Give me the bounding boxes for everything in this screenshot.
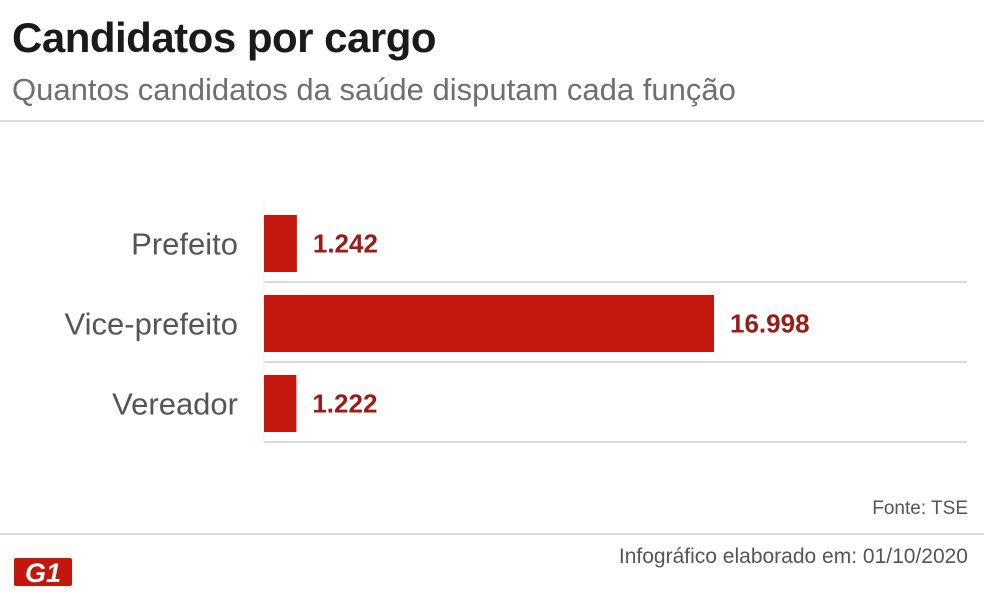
top-divider — [0, 120, 984, 122]
source-note: Fonte: TSE — [872, 498, 968, 519]
g1-logo-icon: G1 — [14, 558, 72, 588]
chart-title: Candidatos por cargo — [12, 14, 437, 61]
category-label: Prefeito — [131, 227, 238, 262]
bar — [264, 215, 297, 272]
value-label: 1.242 — [313, 229, 378, 259]
bar — [264, 375, 297, 432]
chart-subtitle: Quantos candidatos da saúde disputam cad… — [12, 72, 736, 107]
bar — [264, 295, 714, 352]
credit-note: Infográfico elaborado em: 01/10/2020 — [618, 545, 968, 568]
bottom-divider — [0, 533, 984, 535]
value-label: 1.222 — [312, 389, 377, 419]
logo-text: G1 — [25, 558, 61, 588]
value-label: 16.998 — [730, 309, 810, 339]
category-label: Vice-prefeito — [65, 307, 238, 342]
bar-chart: Prefeito 1.242 Vice-prefeito 16.998 Vereador… — [65, 202, 967, 443]
category-label: Vereador — [112, 387, 238, 422]
